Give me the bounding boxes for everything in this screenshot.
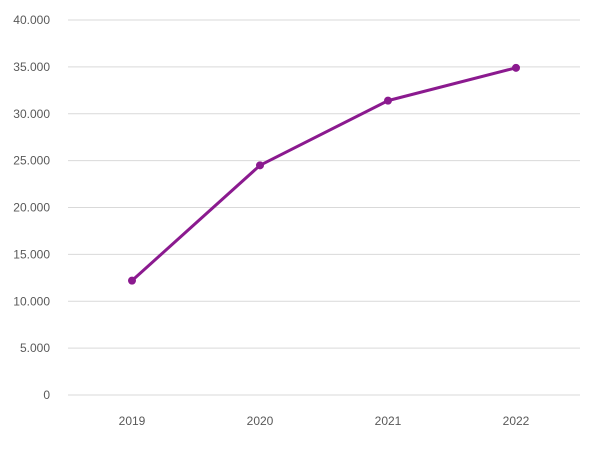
x-tick-label: 2020 bbox=[247, 414, 274, 428]
y-tick-label: 35.000 bbox=[13, 60, 50, 74]
x-tick-label: 2021 bbox=[375, 414, 402, 428]
y-tick-label: 15.000 bbox=[13, 247, 50, 261]
x-tick-label: 2022 bbox=[503, 414, 530, 428]
y-tick-label: 20.000 bbox=[13, 201, 50, 215]
data-point-marker bbox=[128, 276, 136, 285]
series-layer bbox=[128, 63, 520, 285]
y-tick-label: 0 bbox=[43, 388, 50, 402]
y-tick-label: 25.000 bbox=[13, 154, 50, 168]
data-point-marker bbox=[256, 161, 264, 170]
gridlines bbox=[68, 19, 580, 396]
y-tick-label: 30.000 bbox=[13, 107, 50, 121]
x-tick-label: 2019 bbox=[119, 414, 146, 428]
y-tick-label: 10.000 bbox=[13, 294, 50, 308]
data-point-marker bbox=[512, 63, 520, 72]
y-tick-label: 5.000 bbox=[20, 341, 50, 355]
data-point-marker bbox=[384, 96, 392, 105]
y-tick-label: 40.000 bbox=[13, 13, 50, 27]
x-axis-tick-labels: 2019 2020 2021 2022 bbox=[119, 414, 530, 428]
y-axis-tick-labels: 0 5.000 10.000 15.000 20.000 25.000 30.000 35.0… bbox=[13, 13, 50, 402]
series-line bbox=[130, 66, 518, 283]
